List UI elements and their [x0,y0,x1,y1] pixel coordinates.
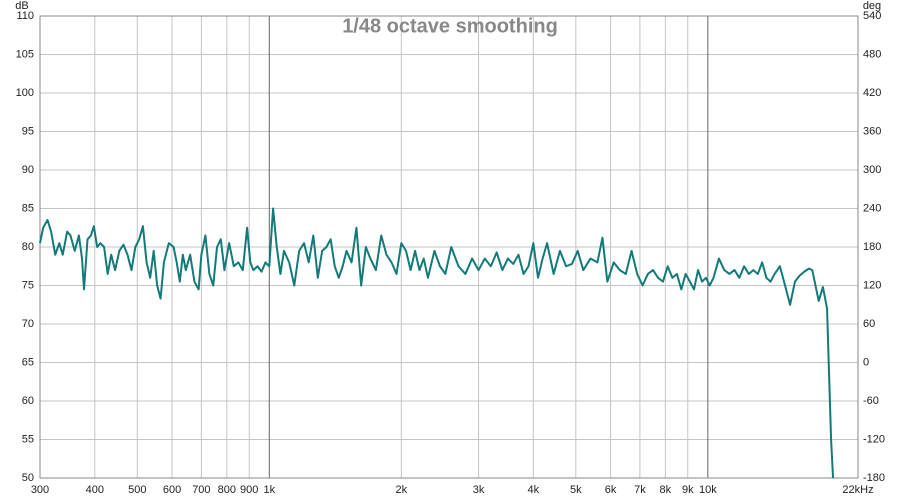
x-tick-label: 2k [396,484,408,496]
y-tick-label: 80 [22,241,34,253]
y2-tick-label: 360 [863,125,881,137]
x-tick-label: 800 [218,484,236,496]
y2-tick-label: 540 [863,10,881,22]
y2-tick-label: 240 [863,202,881,214]
x-tick-label: 1k [263,484,275,496]
y2-tick-label: 60 [863,318,875,330]
y2-tick-label: 120 [863,279,881,291]
y-tick-label: 70 [22,318,34,330]
y-tick-label: 75 [22,279,34,291]
y-tick-label: 85 [22,202,34,214]
x-tick-label: 8k [660,484,672,496]
y-tick-label: 55 [22,433,34,445]
x-tick-label: 5k [570,484,582,496]
x-tick-label: 4k [528,484,540,496]
y2-tick-label: 0 [863,356,869,368]
y2-tick-label: 480 [863,48,881,60]
y2-tick-label: 420 [863,87,881,99]
chart-title: 1/48 octave smoothing [342,15,558,37]
y-tick-label: 65 [22,356,34,368]
x-tick-label: 22kHz [842,484,873,496]
x-tick-label: 600 [163,484,181,496]
y-axis-label: dB [15,0,28,12]
y2-tick-label: -180 [863,472,885,484]
y-tick-label: 90 [22,164,34,176]
y-tick-label: 95 [22,125,34,137]
x-tick-label: 900 [240,484,258,496]
x-tick-label: 9k [682,484,694,496]
y-tick-label: 60 [22,395,34,407]
y2-tick-label: -60 [863,395,879,407]
x-tick-label: 300 [31,484,49,496]
y2-tick-label: 180 [863,241,881,253]
response-line [39,207,835,479]
y2-axis-label: deg [863,0,881,12]
x-tick-label: 700 [192,484,210,496]
y-tick-label: 100 [16,87,34,99]
x-tick-label: 10k [699,484,717,496]
y-tick-label: 105 [16,48,34,60]
x-tick-label: 500 [128,484,146,496]
y-tick-label: 110 [16,10,34,22]
y-tick-label: 50 [22,472,34,484]
x-tick-label: 3k [473,484,485,496]
x-tick-label: 7k [634,484,646,496]
y2-tick-label: -120 [863,433,885,445]
x-tick-label: 400 [86,484,104,496]
x-tick-label: 6k [605,484,617,496]
plot-frame [39,15,859,479]
y2-tick-label: 300 [863,164,881,176]
